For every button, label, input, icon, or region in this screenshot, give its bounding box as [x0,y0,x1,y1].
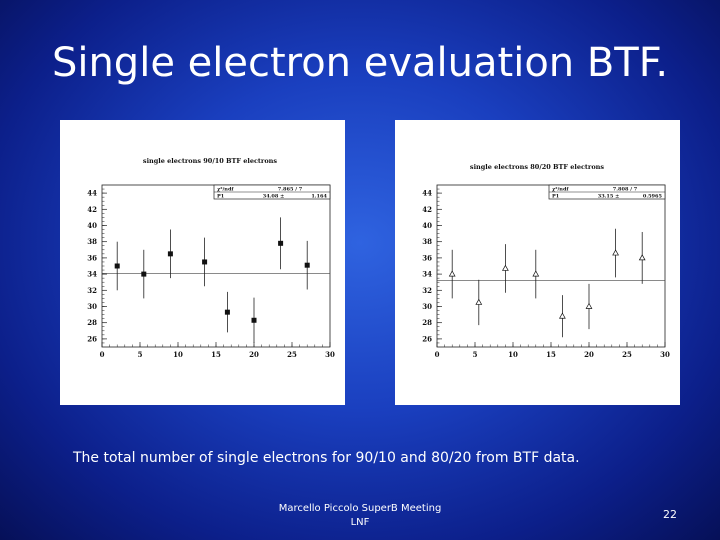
x-tick-label: 15 [211,350,221,359]
y-tick-label: 30 [422,302,432,311]
x-tick-label: 20 [584,350,594,359]
x-tick-label: 30 [325,350,335,359]
data-point [638,254,646,261]
data-point [251,317,257,323]
chart-title: single electrons 90/10 BTF electrons [143,157,277,165]
chart-80-20: single electrons 80/20 BTF electrons 0 5 10… [422,163,670,359]
chart-title: single electrons 80/20 BTF electrons [470,163,604,171]
data-point [114,263,120,269]
stats-row2-label: P1 [217,194,224,200]
x-tick-label: 15 [546,350,556,359]
y-tick-label: 30 [87,302,97,311]
y-tick-label: 34 [422,270,432,279]
x-tick-label: 25 [622,350,632,359]
plot-frame [436,184,666,348]
slide-footer: Marcello Piccolo SuperB Meeting LNF [260,502,460,530]
chart-panel-left: single electrons 90/10 BTF electrons 0 5 10… [60,120,345,405]
page-number: 22 [663,508,677,521]
y-tick-label: 44 [87,189,97,198]
chart-90-10: single electrons 90/10 BTF electrons 0 5 10… [87,157,335,359]
stats-row2-error: 0.5965 [643,194,663,200]
y-tick-label: 42 [87,205,97,214]
y-tick-label: 44 [422,189,432,198]
x-tick-label: 5 [473,350,478,359]
data-point [612,249,619,256]
y-tick-label: 26 [87,334,97,343]
y-tick-label: 36 [422,253,432,262]
stats-row2-value: 34.08 ± [263,194,285,200]
x-tick-label: 30 [660,350,670,359]
x-tick-label: 25 [287,350,297,359]
stats-row2-error: 1.164 [311,194,327,200]
x-tick-label: 10 [173,350,183,359]
y-tick-label: 26 [422,334,432,343]
y-tick-label: 28 [87,318,97,327]
footer-author: Marcello Piccolo SuperB Meeting [278,503,442,514]
x-tick-label: 20 [249,350,259,359]
data-point [502,264,509,271]
data-point [532,270,540,277]
y-tick-label: 32 [87,286,97,295]
stats-row1-label: χ²/ndf [552,187,569,193]
chart-panel-right: single electrons 80/20 BTF electrons 0 5 10… [395,120,680,405]
footer-location: LNF [350,517,370,528]
x-tick-label: 0 [100,350,105,359]
y-tick-label: 32 [422,286,432,295]
y-tick-label: 40 [87,221,97,230]
stats-row1-label: χ²/ndf [217,187,234,193]
stats-row2-label: P1 [552,194,559,200]
data-point [202,259,208,265]
y-tick-label: 28 [422,318,432,327]
data-point [278,240,284,246]
y-tick-label: 38 [422,237,432,246]
y-tick-label: 34 [87,270,97,279]
data-point [167,251,173,257]
x-tick-label: 0 [435,350,440,359]
data-point [585,302,593,309]
x-tick-label: 5 [138,350,143,359]
stats-row1-value: 7.865 / 7 [278,187,303,193]
data-point [304,262,310,268]
data-point [224,309,230,315]
slide-title: Single electron evaluation BTF. [51,40,669,86]
slide-caption: The total number of single electrons for… [73,450,580,466]
plot-frame [101,184,331,348]
y-tick-label: 36 [87,253,97,262]
x-tick-label: 10 [508,350,518,359]
y-tick-label: 40 [422,221,432,230]
y-tick-label: 38 [87,237,97,246]
y-tick-label: 42 [422,205,432,214]
stats-row2-value: 33.15 ± [598,194,620,200]
data-point [559,312,566,319]
stats-row1-value: 7.808 / 7 [613,187,638,193]
data-point [141,271,147,277]
data-point [475,298,483,305]
data-point [448,270,456,277]
